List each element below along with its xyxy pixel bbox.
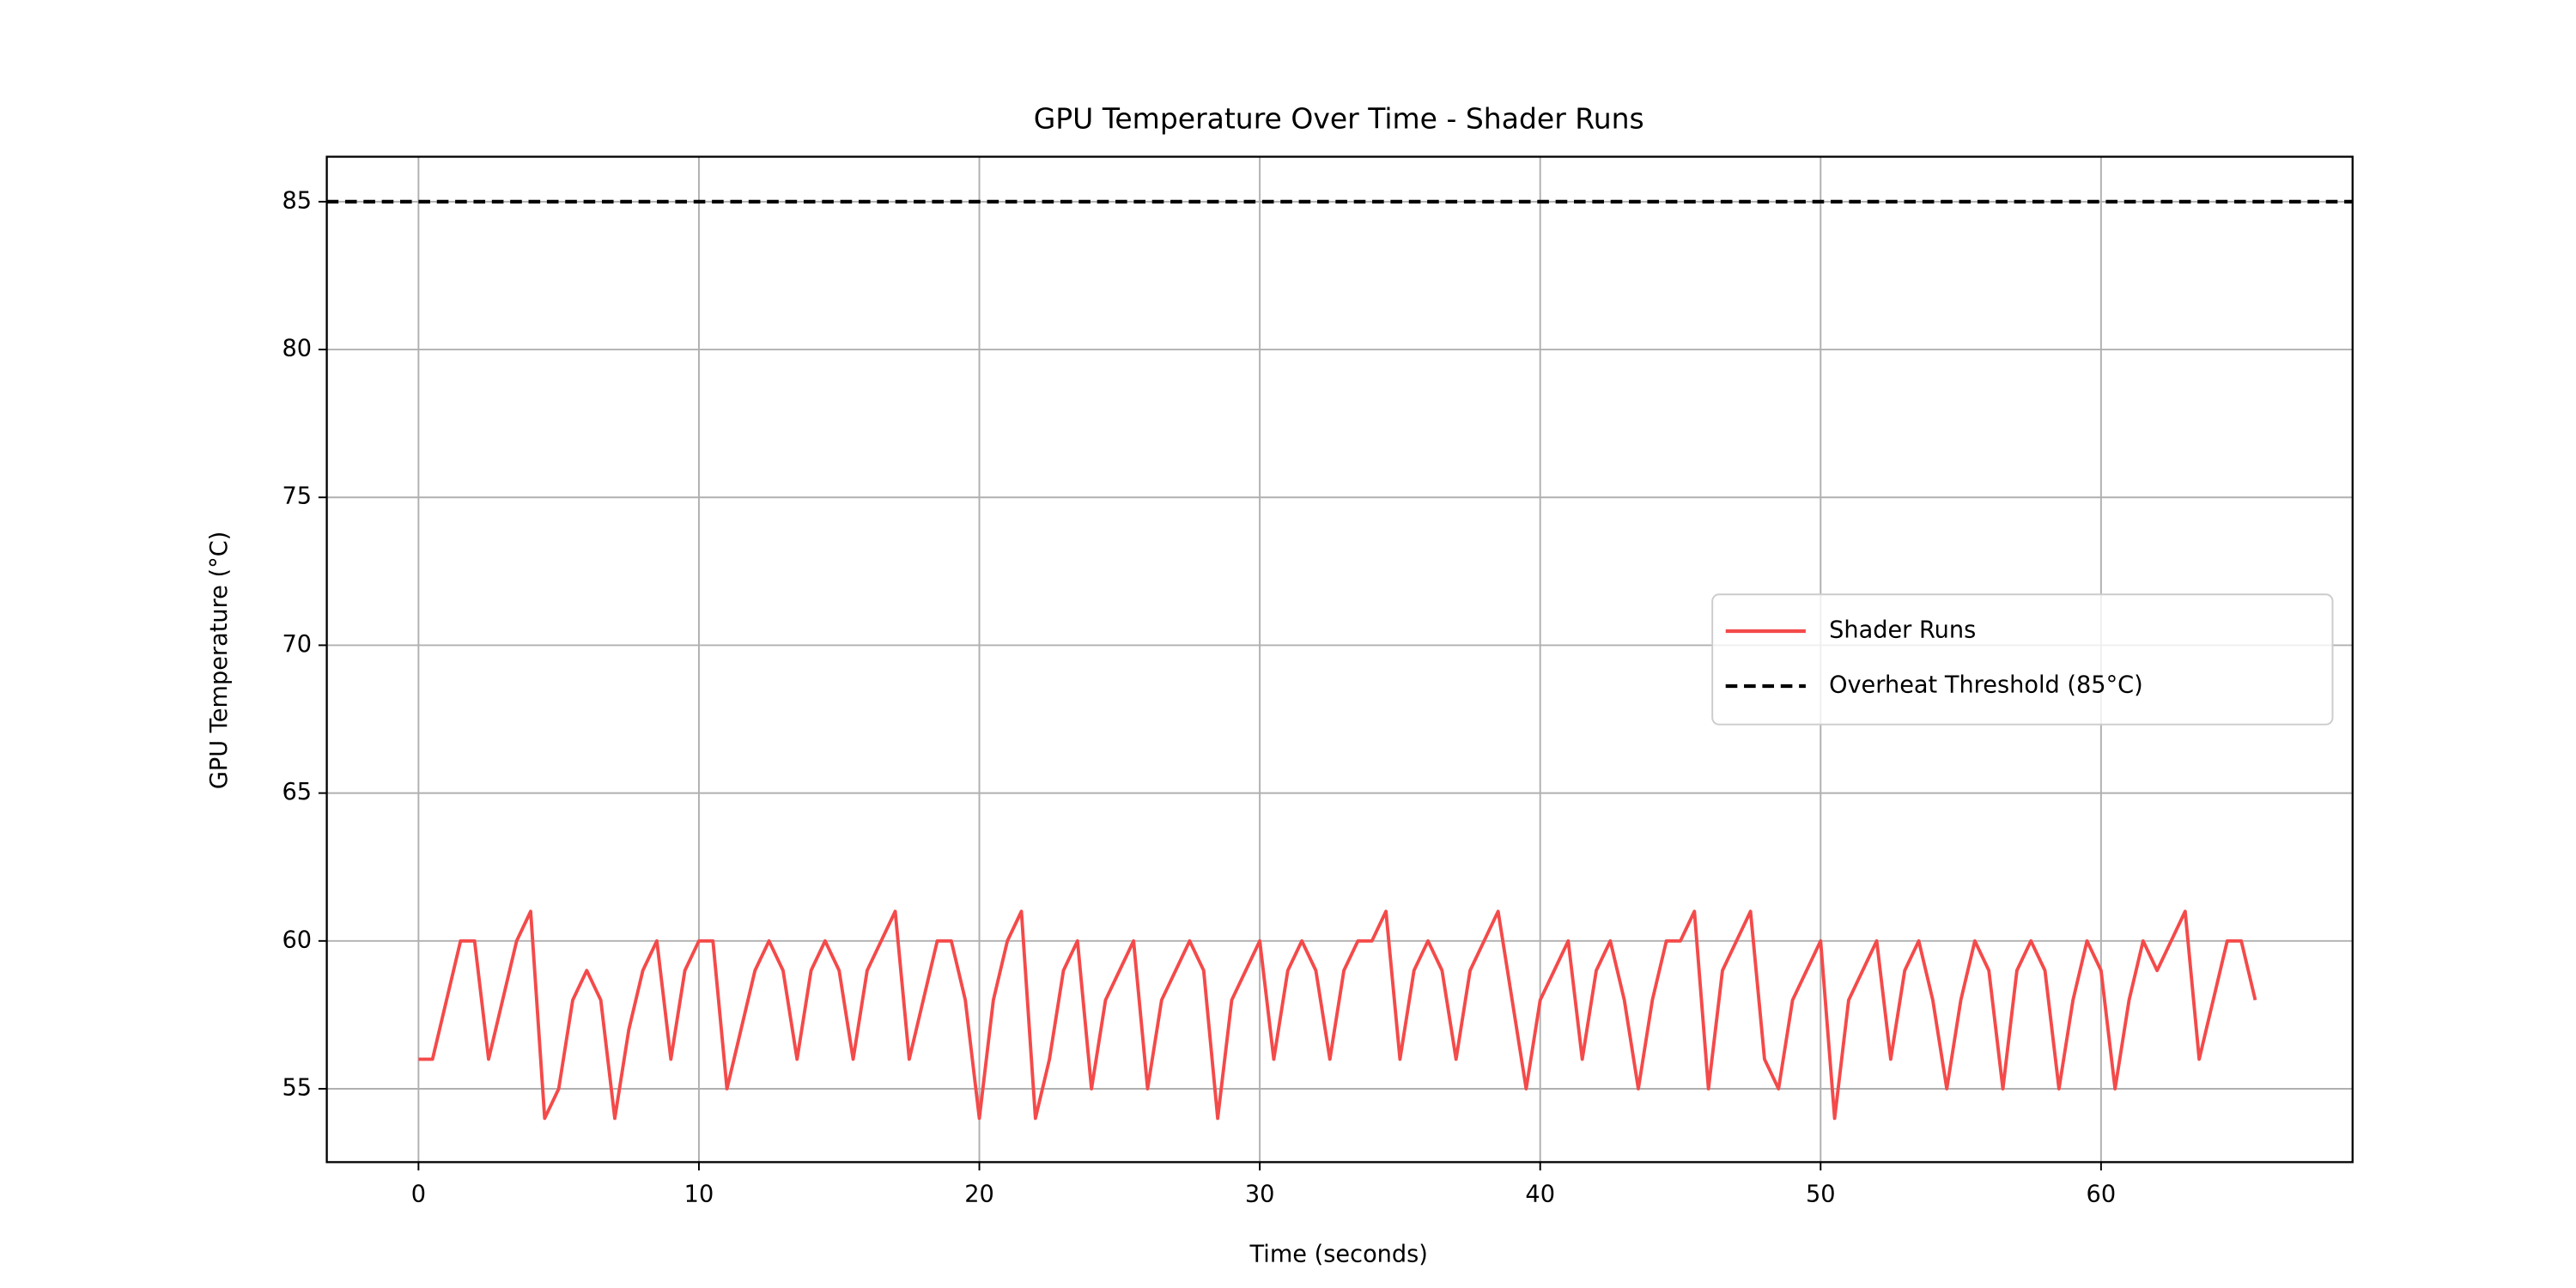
- y-tick-label: 65: [283, 779, 313, 805]
- x-tick-label: 50: [1806, 1182, 1836, 1208]
- legend: Shader Runs Overheat Threshold (85°C): [1711, 593, 2334, 726]
- x-tick-label: 30: [1245, 1182, 1275, 1208]
- x-axis-label: Time (seconds): [1249, 1242, 1428, 1268]
- x-tick-label: 40: [1525, 1182, 1555, 1208]
- chart-title: GPU Temperature Over Time - Shader Runs: [1034, 101, 1644, 135]
- legend-box: [1711, 593, 2334, 726]
- y-tick-label: 70: [283, 631, 313, 658]
- y-tick-label: 85: [283, 187, 313, 214]
- legend-label: Overheat Threshold (85°C): [1829, 672, 2143, 699]
- y-axis-label: GPU Temperature (°C): [206, 532, 233, 789]
- x-tick-label: 20: [964, 1182, 994, 1208]
- x-tick-label: 0: [411, 1182, 426, 1208]
- x-tick-label: 60: [2087, 1182, 2117, 1208]
- y-tick-label: 55: [283, 1074, 313, 1101]
- y-tick-label: 60: [283, 927, 313, 953]
- y-tick-label: 80: [283, 336, 313, 362]
- axes-frame: [325, 155, 2354, 1163]
- data-line: [418, 909, 2257, 1121]
- y-tick-label: 75: [283, 483, 313, 510]
- legend-label: Shader Runs: [1829, 617, 1976, 643]
- x-tick-label: 10: [684, 1182, 714, 1208]
